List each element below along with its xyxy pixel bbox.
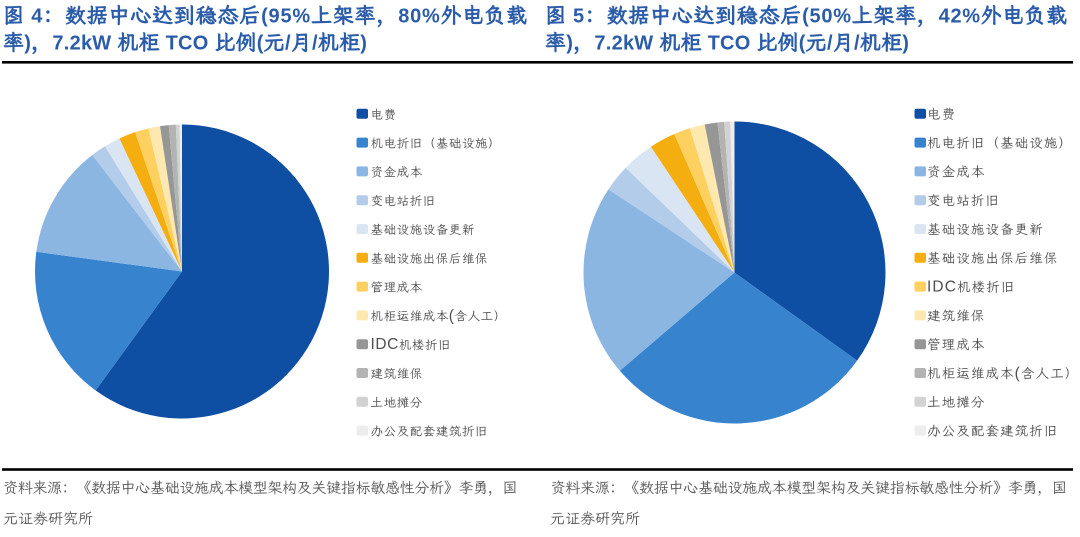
svg-text:): ) — [566, 33, 573, 55]
svg-text:I: I — [927, 279, 931, 296]
svg-text:/: / — [854, 33, 860, 55]
svg-text:0: 0 — [410, 6, 421, 28]
svg-text:.: . — [606, 33, 612, 55]
svg-text:0: 0 — [821, 6, 832, 28]
svg-text:7: 7 — [594, 33, 605, 55]
svg-text:2: 2 — [70, 33, 81, 55]
svg-text:T: T — [166, 33, 178, 55]
svg-text:2: 2 — [951, 6, 962, 28]
svg-text:4: 4 — [939, 6, 951, 28]
svg-text:W: W — [92, 33, 111, 55]
svg-text:): ) — [360, 33, 367, 55]
svg-text:C: C — [720, 33, 734, 55]
svg-text:(: ( — [261, 6, 268, 28]
svg-text:%: % — [422, 6, 440, 28]
svg-text:O: O — [735, 33, 751, 55]
svg-text:): ) — [902, 33, 909, 55]
svg-text:/: / — [312, 33, 318, 55]
svg-text:k: k — [623, 33, 635, 55]
svg-text:): ) — [24, 33, 31, 55]
svg-text:(: ( — [1015, 365, 1021, 382]
svg-text:(: ( — [799, 33, 806, 55]
svg-text:/: / — [285, 33, 291, 55]
svg-text:7: 7 — [52, 33, 63, 55]
svg-text:T: T — [708, 33, 720, 55]
svg-text:4: 4 — [31, 6, 43, 28]
svg-text:(: ( — [257, 33, 264, 55]
svg-text:C: C — [945, 279, 956, 296]
svg-text:C: C — [178, 33, 192, 55]
svg-text:%: % — [833, 6, 851, 28]
svg-text:5: 5 — [573, 6, 584, 28]
svg-text:%: % — [962, 6, 980, 28]
svg-text:D: D — [375, 336, 386, 353]
svg-text:I: I — [371, 336, 375, 353]
svg-text:/: / — [827, 33, 833, 55]
svg-text:(: ( — [802, 6, 809, 28]
svg-text:D: D — [932, 279, 943, 296]
svg-text:O: O — [193, 33, 209, 55]
svg-text:2: 2 — [612, 33, 623, 55]
svg-text:5: 5 — [281, 6, 292, 28]
svg-text:C: C — [387, 336, 398, 353]
svg-text:9: 9 — [269, 6, 280, 28]
svg-text:(: ( — [449, 307, 455, 324]
svg-text:8: 8 — [398, 6, 409, 28]
svg-text:W: W — [634, 33, 653, 55]
svg-text:k: k — [81, 33, 93, 55]
svg-text:5: 5 — [810, 6, 821, 28]
svg-text:.: . — [64, 33, 70, 55]
svg-text:%: % — [292, 6, 310, 28]
